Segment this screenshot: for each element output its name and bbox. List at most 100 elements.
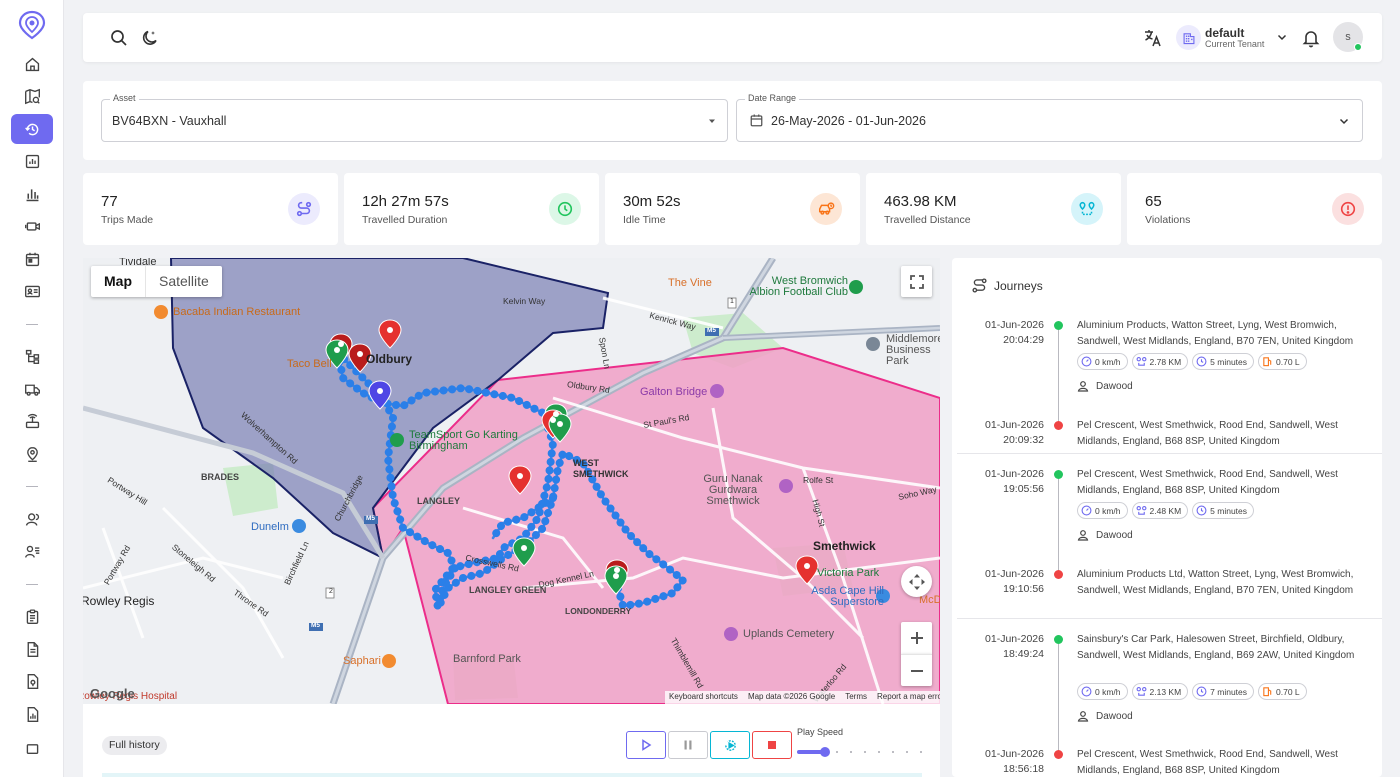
map-view[interactable]: Tividale Bacaba Indian Restaurant Taco B… (83, 258, 940, 704)
pause-button[interactable] (668, 731, 708, 759)
map-type-map-button[interactable]: Map (104, 273, 132, 289)
map-type-satellite-button[interactable]: Satellite (145, 266, 222, 297)
date-range-value: 26-May-2026 - 01-Jun-2026 (771, 114, 926, 128)
zoom-out-button[interactable] (901, 654, 932, 686)
journey-end-dot (1054, 750, 1063, 759)
playback-timeline[interactable] (102, 773, 922, 777)
sidebar-item-live-map[interactable] (0, 81, 64, 114)
route-icon (972, 278, 987, 293)
online-status-dot (1354, 43, 1362, 51)
clock-icon (1196, 356, 1207, 367)
journey-end-address: Pel Crescent, West Smethwick, Rood End, … (1077, 420, 1338, 447)
stat-icon-badge (288, 193, 320, 225)
journey-metrics: 0 km/h 2.78 KM 5 minutes 0.70 L (1077, 353, 1307, 370)
sidebar-item-history[interactable] (0, 113, 64, 146)
sidebar-item-more[interactable] (0, 731, 64, 764)
sidebar-item-geofence[interactable] (0, 438, 64, 471)
tenant-badge[interactable] (1176, 25, 1201, 50)
stat-value: 77 (101, 193, 118, 210)
journey-divider (957, 453, 1382, 454)
recenter-button[interactable] (901, 566, 932, 597)
chevron-down-icon[interactable] (1276, 31, 1288, 43)
sidebar-item-id-card[interactable] (0, 276, 64, 309)
sidebar-item-documents[interactable] (0, 633, 64, 666)
truck-icon (24, 384, 40, 396)
journey-end-date: 01-Jun-2026 (985, 748, 1044, 760)
user-icon (1077, 381, 1089, 392)
stop-button[interactable] (752, 731, 792, 759)
journey-start-address: Sainsbury's Car Park, Halesowen Street, … (1077, 634, 1355, 661)
sidebar-item-report[interactable] (0, 698, 64, 731)
zoom-in-button[interactable] (901, 622, 932, 654)
keyboard-shortcuts-link[interactable]: Keyboard shortcuts (669, 692, 738, 701)
stat-icon-badge (549, 193, 581, 225)
speed-tick (892, 751, 894, 753)
map-label: Barnford Park (453, 653, 521, 665)
journeys-header: Journeys (971, 277, 1043, 294)
dark-mode-icon[interactable] (140, 28, 160, 48)
map-label: Middlemore Business Park (886, 333, 940, 367)
tenant-name[interactable]: default (1205, 26, 1245, 40)
speed-chip: 0 km/h (1077, 353, 1128, 370)
sidebar-item-map-docs[interactable] (0, 666, 64, 699)
motorway-shield: M5 (707, 327, 717, 334)
play-button[interactable] (626, 731, 666, 759)
journey-start-time: 20:04:29 (1003, 334, 1044, 346)
sidebar-item-analytics[interactable] (0, 146, 64, 179)
map-label: Saphari (343, 655, 381, 667)
clock-icon (1196, 686, 1207, 697)
distance-chip: 2.78 KM (1131, 353, 1189, 370)
map-label: Asda Cape Hill Superstore (811, 585, 884, 608)
search-icon[interactable] (109, 28, 129, 48)
speed-slider-thumb[interactable] (820, 747, 830, 757)
map-search-icon (24, 88, 40, 105)
sidebar-item-hierarchy[interactable] (0, 341, 64, 374)
speed-tick (906, 751, 908, 753)
junction-number: 2 (329, 588, 333, 595)
sidebar-item-tasks[interactable] (0, 601, 64, 634)
translate-icon[interactable] (1143, 28, 1163, 48)
journey-start-dot (1054, 470, 1063, 479)
calendar-icon (750, 114, 763, 127)
map-label: Bacaba Indian Restaurant (173, 306, 301, 318)
map-label: Dunelm (251, 521, 289, 533)
sidebar-nav (0, 48, 64, 763)
bell-icon[interactable] (1301, 28, 1321, 48)
sidebar-item-home[interactable] (0, 48, 64, 81)
report-error-link[interactable]: Report a map error (877, 692, 940, 701)
playback-controls: Full history Play Speed (83, 704, 940, 777)
date-range-field[interactable]: Date Range 26-May-2026 - 01-Jun-2026 (736, 93, 1363, 142)
sidebar-item-camera[interactable] (0, 211, 64, 244)
stat-label: Travelled Distance (884, 214, 971, 226)
fuel-icon (1263, 687, 1272, 697)
full-history-chip[interactable]: Full history (102, 736, 167, 755)
asset-select[interactable]: Asset BV64BXN - Vauxhall (101, 93, 728, 142)
sidebar-item-devices[interactable] (0, 406, 64, 439)
sidebar-item-user-list[interactable] (0, 536, 64, 569)
stat-value: 30m 52s (623, 193, 681, 210)
terms-link[interactable]: Terms (845, 692, 868, 701)
map-label: Rolfe St (803, 475, 834, 485)
sidebar-item-vehicles[interactable] (0, 373, 64, 406)
replay-button[interactable] (710, 731, 750, 759)
fullscreen-button[interactable] (901, 266, 932, 297)
map-label: Taco Bell (287, 358, 332, 370)
journey-start-date: 01-Jun-2026 (985, 468, 1044, 480)
location-pin-logo-icon[interactable] (18, 10, 46, 40)
asset-value: BV64BXN - Vauxhall (112, 114, 227, 128)
map-label: West Bromwich Albion Football Club (749, 275, 848, 298)
sidebar-item-reports-chart[interactable] (0, 178, 64, 211)
junction-number: 1 (730, 298, 734, 305)
caret-down-icon (709, 119, 715, 123)
map-label: LANGLEY (417, 496, 461, 506)
stat-icon-badge (1332, 193, 1364, 225)
speed-chip: 0 km/h (1077, 502, 1128, 519)
map-label: LONDONDERRY (565, 606, 632, 616)
distance-icon (1136, 357, 1146, 366)
journey-driver: Dawood (1077, 529, 1133, 541)
journey-end-time: 20:09:32 (1003, 434, 1044, 446)
document-icon (27, 641, 38, 657)
sidebar-item-users[interactable] (0, 503, 64, 536)
fuel-chip: 0.70 L (1258, 353, 1307, 370)
sidebar-item-calendar[interactable] (0, 243, 64, 276)
